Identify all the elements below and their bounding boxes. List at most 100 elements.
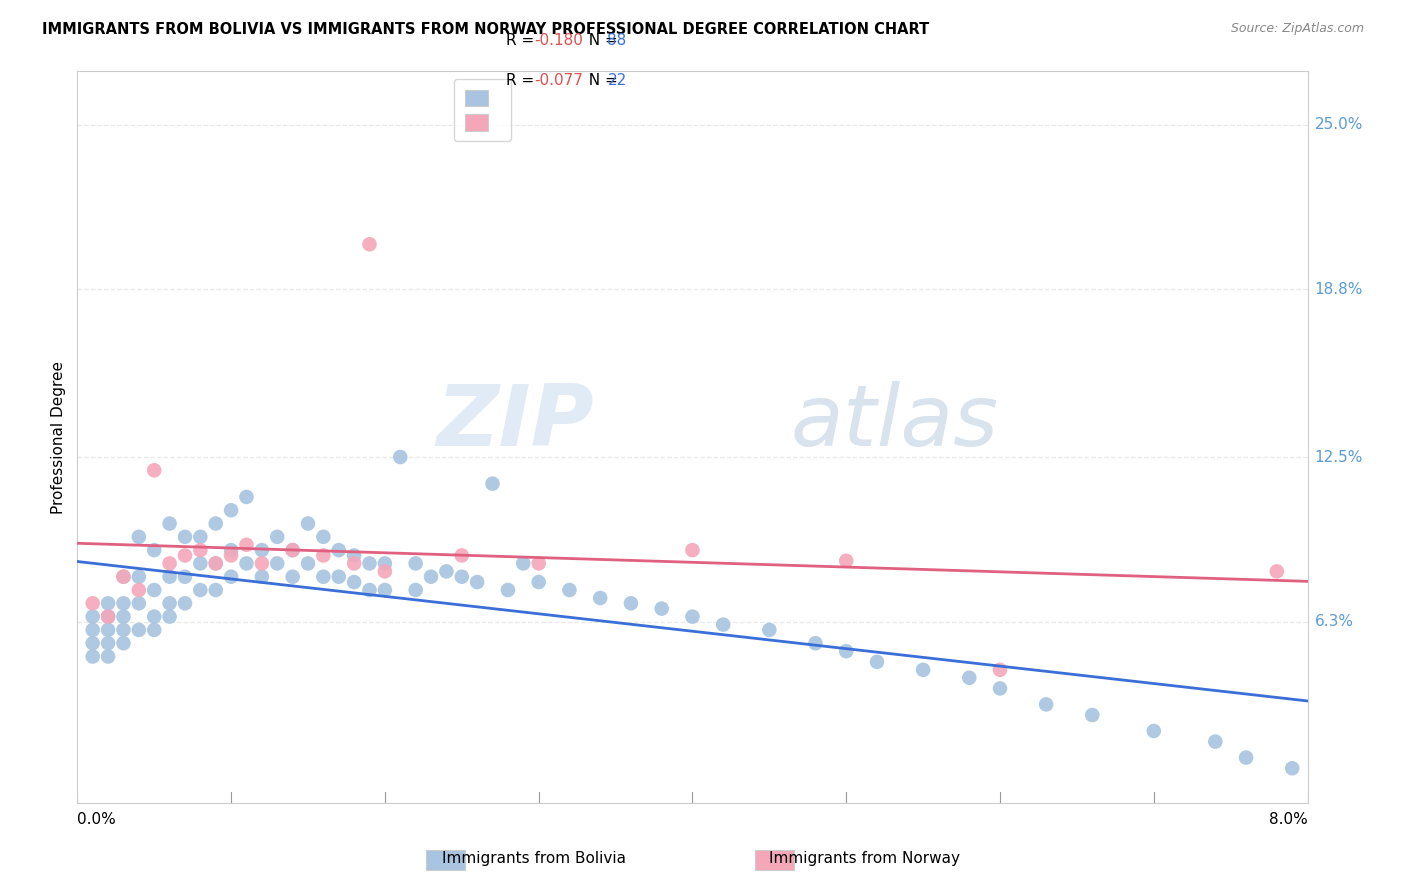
Point (204, 557, 226, 571)
Text: 6.3%: 6.3% (1315, 615, 1354, 630)
Point (1204, 734, 1226, 748)
Point (159, 516, 181, 531)
Point (281, 543, 304, 558)
Point (250, 543, 273, 558)
Text: Immigrants from Norway: Immigrants from Norway (769, 851, 960, 865)
Point (589, 591, 612, 605)
Text: 0.0%: 0.0% (77, 812, 117, 827)
Y-axis label: Professional Degree: Professional Degree (51, 360, 66, 514)
Point (219, 543, 242, 558)
Point (957, 671, 980, 685)
Point (112, 596, 135, 610)
Point (188, 530, 212, 544)
Point (97, 623, 120, 637)
Point (312, 570, 335, 584)
Point (912, 663, 935, 677)
Point (758, 623, 780, 637)
Point (112, 609, 135, 624)
Point (804, 636, 827, 650)
Legend: , : , (454, 79, 510, 141)
Text: 25.0%: 25.0% (1315, 117, 1362, 132)
Point (374, 565, 396, 579)
Point (1281, 761, 1303, 775)
Point (188, 557, 212, 571)
Point (159, 596, 181, 610)
Point (97, 609, 120, 624)
Point (128, 623, 150, 637)
Point (465, 575, 488, 590)
Point (204, 557, 226, 571)
Point (988, 681, 1011, 696)
Point (112, 623, 135, 637)
Point (1265, 565, 1288, 579)
Point (143, 623, 166, 637)
Text: -0.077: -0.077 (534, 73, 583, 87)
Point (281, 570, 304, 584)
Point (297, 516, 319, 531)
Point (343, 575, 366, 590)
Text: IMMIGRANTS FROM BOLIVIA VS IMMIGRANTS FROM NORWAY PROFESSIONAL DEGREE CORRELATIO: IMMIGRANTS FROM BOLIVIA VS IMMIGRANTS FR… (42, 22, 929, 37)
Point (328, 543, 350, 558)
Point (835, 644, 858, 658)
Point (558, 582, 581, 597)
Point (174, 596, 197, 610)
Point (1035, 698, 1057, 712)
Point (112, 636, 135, 650)
Point (97, 636, 120, 650)
Point (405, 557, 427, 571)
Point (512, 557, 534, 571)
Point (82, 623, 104, 637)
Point (988, 663, 1011, 677)
Point (312, 530, 335, 544)
Point (97, 649, 120, 664)
Point (835, 554, 858, 568)
Point (266, 530, 288, 544)
Point (204, 516, 226, 531)
Point (481, 476, 503, 491)
Text: atlas: atlas (792, 381, 998, 464)
Text: R =: R = (506, 33, 540, 47)
Point (82, 649, 104, 664)
Point (527, 575, 550, 590)
Text: N =: N = (579, 33, 623, 47)
Point (405, 582, 427, 597)
Point (188, 543, 212, 558)
Point (82, 609, 104, 624)
Point (235, 557, 257, 571)
Point (359, 557, 381, 571)
Point (143, 543, 166, 558)
Point (866, 655, 889, 669)
Point (436, 565, 458, 579)
Text: 22: 22 (607, 73, 627, 87)
Text: 88: 88 (607, 33, 627, 47)
Point (420, 570, 443, 584)
Point (389, 450, 412, 464)
Point (159, 609, 181, 624)
Point (450, 570, 472, 584)
Point (312, 549, 335, 563)
Point (450, 549, 472, 563)
Point (682, 543, 704, 558)
Point (219, 549, 242, 563)
Text: 18.8%: 18.8% (1315, 282, 1362, 297)
Point (112, 570, 135, 584)
Point (328, 570, 350, 584)
Point (219, 570, 242, 584)
Point (343, 549, 366, 563)
Point (374, 582, 396, 597)
Point (159, 557, 181, 571)
Point (250, 557, 273, 571)
Point (159, 570, 181, 584)
Point (112, 570, 135, 584)
Text: N =: N = (579, 73, 623, 87)
Text: ZIP: ZIP (436, 381, 595, 464)
Point (359, 237, 381, 252)
Point (620, 596, 643, 610)
Point (128, 570, 150, 584)
Point (297, 557, 319, 571)
Point (235, 538, 257, 552)
Point (204, 582, 226, 597)
Point (682, 609, 704, 624)
Point (143, 582, 166, 597)
Point (281, 543, 304, 558)
